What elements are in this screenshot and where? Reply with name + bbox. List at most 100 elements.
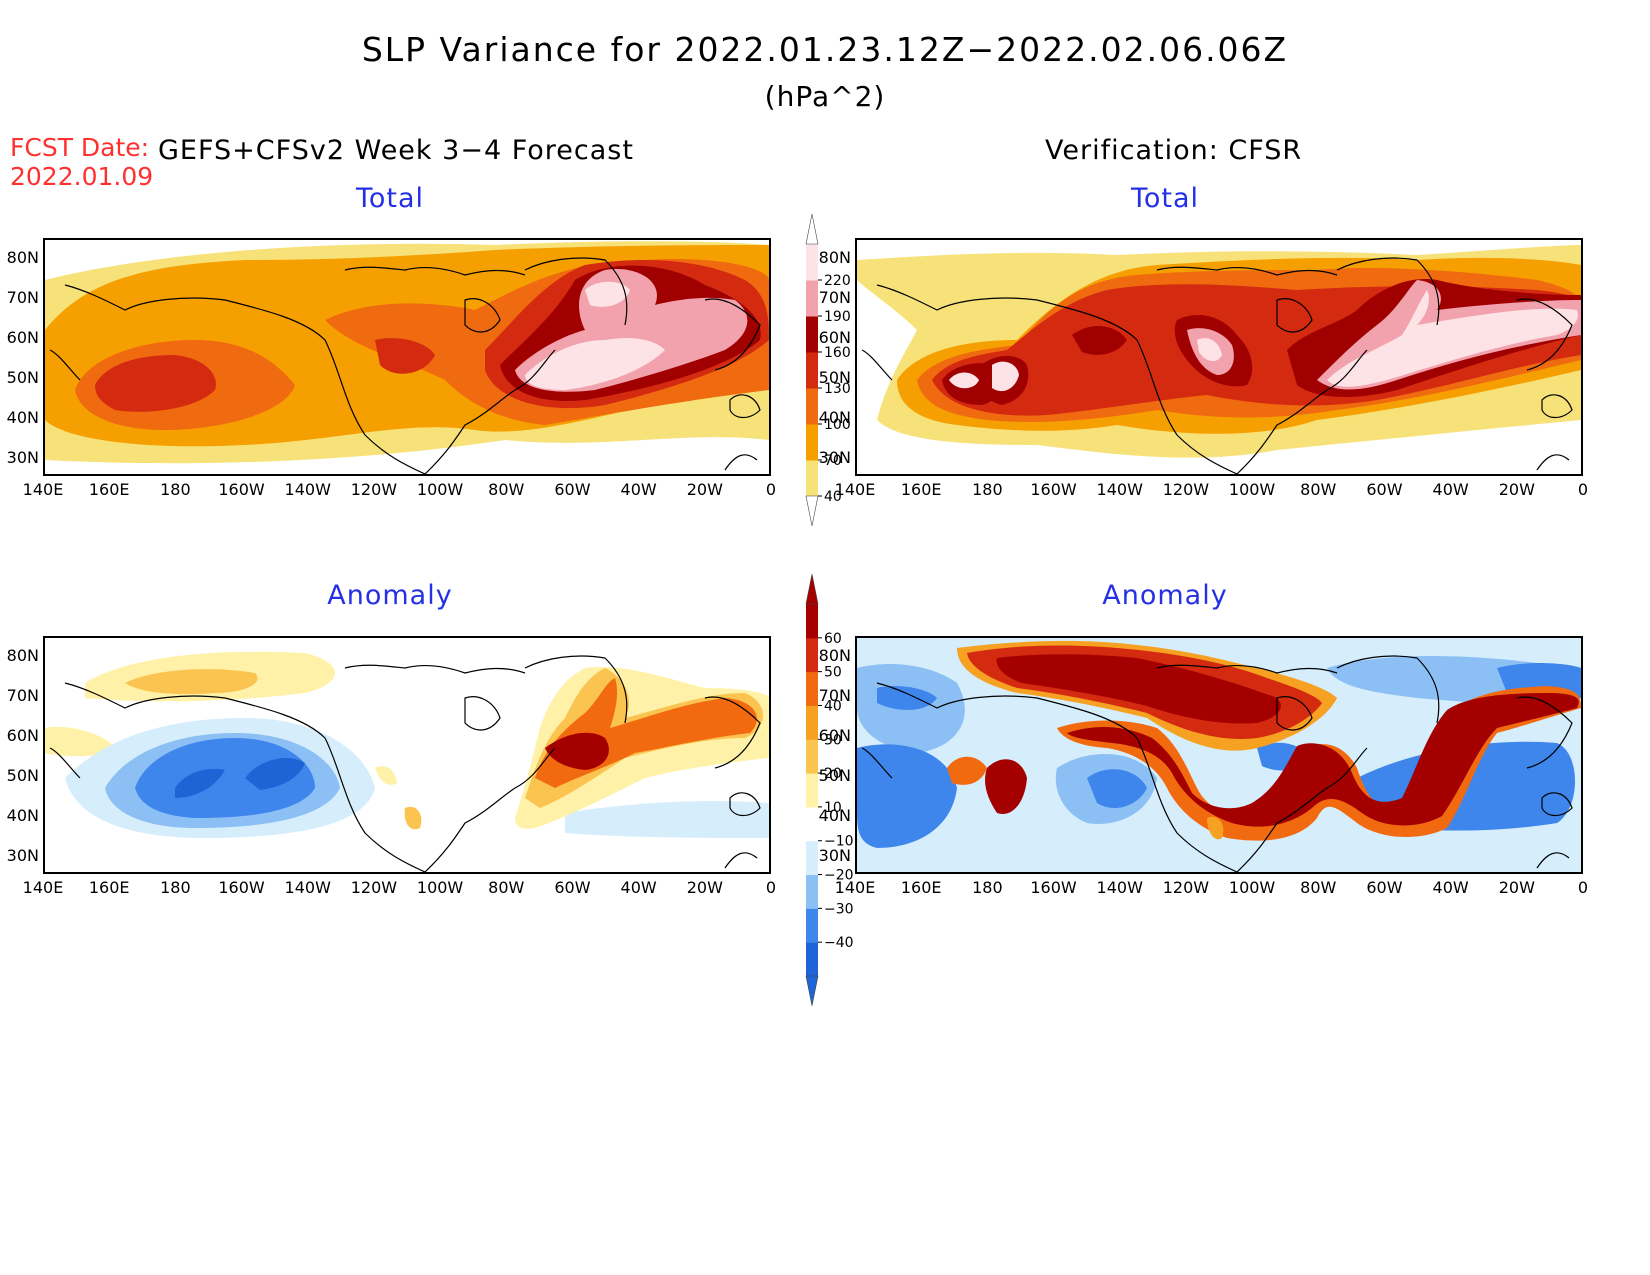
colorbar-label: 220 <box>824 273 851 289</box>
colorbar-swatch <box>806 773 818 808</box>
colorbar-top-arrow <box>805 573 819 605</box>
lat-label: 50N <box>818 368 851 387</box>
verification-anomaly-title: Anomaly <box>1102 580 1228 611</box>
lon-label: 0 <box>1577 480 1589 499</box>
colorbar-label: 40 <box>824 698 842 714</box>
colorbar-swatch <box>806 637 818 673</box>
colorbar-swatch <box>806 244 818 281</box>
colorbar-swatch <box>806 806 818 842</box>
lat-label: 40N <box>6 408 39 427</box>
fcst-date-label: FCST Date: <box>10 133 150 162</box>
lon-label: 160W <box>1030 480 1077 499</box>
colorbar-swatch <box>806 460 818 497</box>
lat-label: 60N <box>818 726 851 745</box>
lat-label: 30N <box>6 846 39 865</box>
lat-label: 40N <box>6 806 39 825</box>
lon-label: 140E <box>834 480 876 499</box>
lat-label: 80N <box>6 646 39 665</box>
lon-label: 100W <box>416 878 464 897</box>
colorbar-swatch <box>806 280 818 317</box>
fcst-date-block: FCST Date: 2022.01.09 <box>10 133 153 191</box>
lon-label: 120W <box>350 878 398 897</box>
colorbar-label: −40 <box>824 935 854 951</box>
lon-label: 40W <box>620 480 657 499</box>
lat-label: 60N <box>6 328 39 347</box>
total-colorbar: 40 70 100 130 160 190 220 <box>800 210 860 530</box>
lon-label: 120W <box>1162 878 1210 897</box>
verification-anomaly-map <box>855 636 1583 874</box>
colorbar-label: 10 <box>824 800 842 816</box>
lon-label: 160E <box>900 878 942 897</box>
lon-label: 160E <box>88 480 130 499</box>
colorbar-label: 100 <box>824 417 851 433</box>
forecast-total-map <box>43 238 771 476</box>
lon-label: 140W <box>284 878 331 897</box>
lon-label: 80W <box>488 480 525 499</box>
colorbar-swatch <box>806 874 818 909</box>
lon-label: 120W <box>1162 480 1210 499</box>
colorbar-swatch <box>806 388 818 425</box>
colorbar-swatch <box>806 840 818 876</box>
colorbar-bottom-arrow <box>805 975 819 1007</box>
lon-label: 100W <box>1228 878 1276 897</box>
colorbar-label: −30 <box>824 901 854 917</box>
forecast-anomaly-map <box>43 636 771 874</box>
lat-label: 50N <box>818 766 851 785</box>
lon-label: 20W <box>686 878 723 897</box>
lon-label: 100W <box>416 480 464 499</box>
lon-label: 80W <box>1300 878 1337 897</box>
verification-total-map <box>855 238 1583 476</box>
lon-label: 0 <box>1577 878 1589 897</box>
lat-label: 50N <box>6 766 39 785</box>
colorbar-swatch <box>806 316 818 353</box>
colorbar-label: 160 <box>824 345 851 361</box>
lon-label: 40W <box>1432 480 1469 499</box>
figure-title: SLP Variance for 2022.01.23.12Z−2022.02.… <box>361 30 1289 69</box>
lat-label: 70N <box>6 288 39 307</box>
lon-label: 180 <box>160 878 191 897</box>
colorbar-label: 130 <box>824 381 851 397</box>
lat-label: 70N <box>818 686 851 705</box>
fcst-date-value: 2022.01.09 <box>10 162 154 191</box>
colorbar-swatch <box>806 604 818 639</box>
figure-units: (hPa^2) <box>764 80 886 113</box>
lon-label: 0 <box>765 480 777 499</box>
colorbar-label: 70 <box>824 453 842 469</box>
forecast-total-title: Total <box>355 183 425 214</box>
colorbar-label: −10 <box>824 834 854 850</box>
lon-label: 180 <box>972 878 1003 897</box>
lat-label: 40N <box>818 806 851 825</box>
lon-label: 160E <box>88 878 130 897</box>
lon-label: 160E <box>900 480 942 499</box>
lon-label: 140W <box>1096 480 1143 499</box>
colorbar-label: 40 <box>824 489 842 505</box>
lon-label: 60W <box>1366 878 1403 897</box>
lon-label: 140W <box>1096 878 1143 897</box>
lat-label: 50N <box>6 368 39 387</box>
lat-label: 60N <box>6 726 39 745</box>
colorbar-swatch <box>806 424 818 461</box>
forecast-heading: GEFS+CFSv2 Week 3−4 Forecast <box>158 135 634 166</box>
verification-heading: Verification: CFSR <box>1045 135 1303 166</box>
lat-label: 40N <box>818 408 851 427</box>
lon-label: 100W <box>1228 480 1276 499</box>
lat-label: 80N <box>818 248 851 267</box>
colorbar-label: 190 <box>824 309 851 325</box>
lon-label: 60W <box>554 878 591 897</box>
lon-label: 40W <box>620 878 657 897</box>
colorbar-swatch <box>806 352 818 389</box>
lon-label: 60W <box>1366 480 1403 499</box>
lon-label: 140E <box>22 878 64 897</box>
lon-label: 120W <box>350 480 398 499</box>
lon-label: 140E <box>22 480 64 499</box>
lon-label: 0 <box>765 878 777 897</box>
colorbar-swatch <box>806 908 818 943</box>
lon-label: 40W <box>1432 878 1469 897</box>
lon-label: 160W <box>218 480 265 499</box>
lon-label: 20W <box>1498 878 1535 897</box>
lon-label: 180 <box>972 480 1003 499</box>
lon-label: 60W <box>554 480 591 499</box>
colorbar-swatch <box>806 942 818 977</box>
lon-label: 80W <box>488 878 525 897</box>
lon-label: 140W <box>284 480 331 499</box>
